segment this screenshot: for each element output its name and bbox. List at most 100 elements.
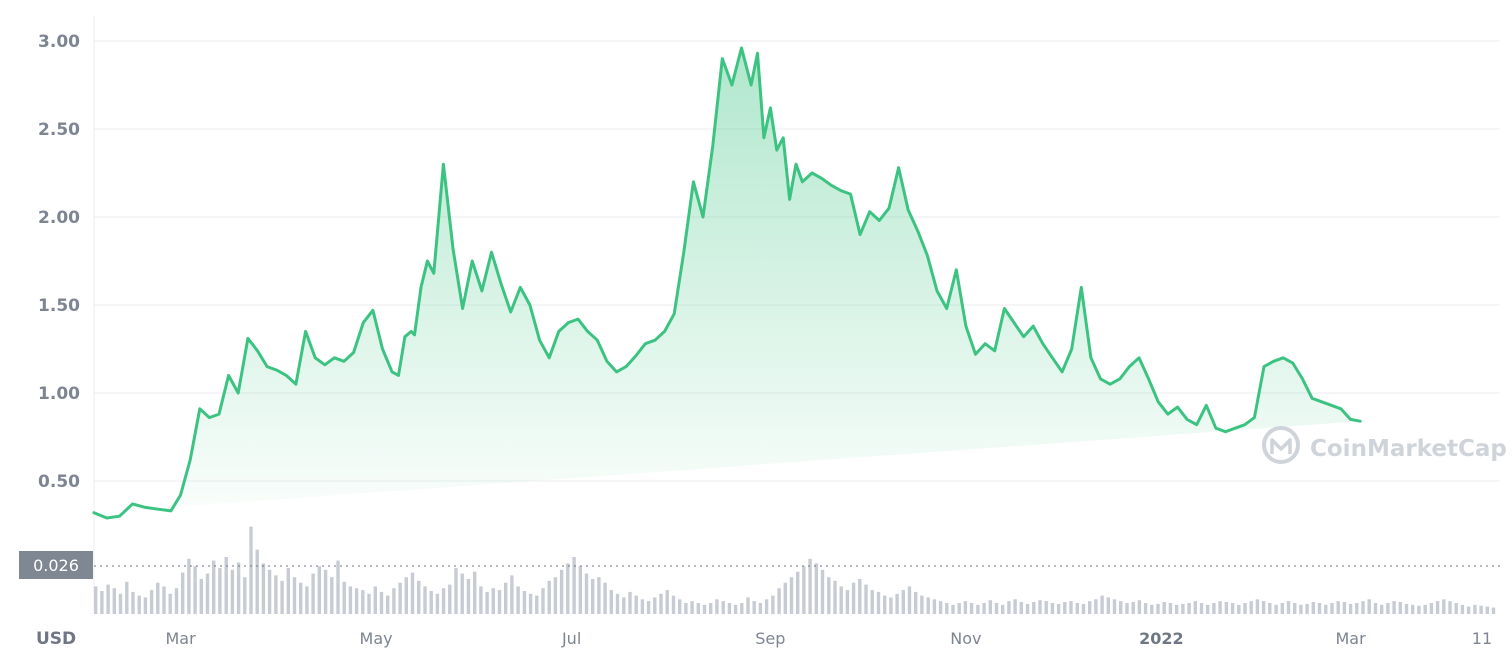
volume-bar [274, 575, 278, 614]
volume-bar [398, 582, 402, 614]
price-line [92, 46, 1362, 520]
volume-bar [715, 599, 719, 614]
volume-bar [1137, 600, 1142, 614]
volume-bar [771, 595, 775, 614]
volume-bar [690, 601, 694, 614]
volume-bar [485, 591, 489, 614]
volume-bar [566, 563, 570, 614]
volume-bar [1050, 603, 1055, 614]
volume-bar [1249, 601, 1253, 614]
volume-bar [1330, 603, 1334, 614]
volume-bar [168, 593, 172, 614]
volume-bar [1224, 602, 1229, 614]
volume-bar [1044, 601, 1048, 614]
volume-bar [392, 588, 396, 614]
current-value-badge: 0.026 [19, 551, 93, 579]
volume-bar [1491, 607, 1496, 614]
volume-bar [1193, 601, 1197, 614]
volume-bar [746, 597, 750, 614]
volume-bar [1404, 603, 1409, 614]
x-axis-labels: Mar May Jul Sep Nov 2022 Mar 11 [165, 629, 1492, 648]
volume-bar [752, 601, 756, 614]
volume-bar [814, 563, 818, 614]
volume-bar [497, 590, 502, 614]
x-tick-label: 2022 [1139, 629, 1184, 648]
volume-bar [963, 601, 968, 614]
volume-bar [323, 569, 328, 614]
volume-bar [1411, 604, 1415, 614]
volume-bar [1348, 603, 1353, 614]
volume-bar [292, 577, 297, 614]
volume-bar [889, 597, 893, 614]
volume-bar [957, 603, 961, 614]
volume-bar [1268, 603, 1272, 614]
watermark: CoinMarketCap [1262, 426, 1507, 464]
volume-bar [758, 603, 763, 614]
volume-bar [783, 582, 787, 614]
volume-bar [1280, 603, 1284, 614]
volume-bar [1398, 602, 1402, 614]
volume-bar [1075, 603, 1079, 614]
volume-bar [249, 526, 253, 614]
volume-bar [473, 571, 477, 614]
volume-bar [684, 603, 688, 614]
volume-bar [1007, 601, 1011, 614]
volume-bar [137, 595, 141, 614]
volume-bar [883, 595, 887, 614]
volume-bar [976, 604, 980, 614]
volume-bar [578, 566, 582, 614]
volume-bar [466, 579, 471, 614]
volume-bar [454, 568, 458, 614]
volume-bar [1212, 603, 1216, 614]
volume-bar [1218, 601, 1222, 614]
watermark-text: CoinMarketCap [1310, 436, 1507, 462]
volume-bar [1460, 604, 1465, 614]
volume-bar [1336, 601, 1340, 614]
volume-bar [205, 573, 210, 614]
volume-bar [609, 590, 613, 614]
volume-bar [1479, 605, 1483, 614]
volume-bar [1168, 603, 1173, 614]
volume-bar [1380, 604, 1384, 614]
volume-bar [1230, 603, 1235, 614]
y-tick-label: 2.50 [38, 120, 80, 140]
volume-bar [305, 586, 309, 614]
volume-bar [448, 584, 452, 614]
volume-bar [851, 582, 856, 614]
coinmarketcap-logo-icon [1262, 426, 1300, 464]
volume-bar [1255, 599, 1260, 614]
volume-bar [479, 586, 483, 614]
volume-bar [1162, 602, 1166, 614]
volume-bar [230, 569, 235, 614]
volume-bar [1243, 603, 1247, 614]
volume-bar [615, 593, 620, 614]
x-tick-label: Mar [165, 629, 196, 648]
volume-bar [429, 591, 433, 614]
volume-bar [1088, 601, 1092, 614]
volume-bar [1156, 603, 1160, 614]
volume-bar [926, 597, 930, 614]
volume-bar [858, 579, 862, 614]
volume-bar [187, 558, 191, 614]
y-axis-labels: 0.50 1.00 1.50 2.00 2.50 3.00 [38, 32, 80, 492]
volume-bar [423, 586, 427, 614]
volume-bar [317, 566, 321, 614]
volume-bar [914, 591, 918, 614]
volume-bar [634, 595, 638, 614]
volume-bar [267, 569, 272, 614]
current-value-text: 0.026 [33, 556, 79, 575]
volume-bar [709, 603, 713, 614]
volume-bar [1466, 606, 1471, 614]
volume-bar [528, 593, 533, 614]
volume-bar [1106, 597, 1110, 614]
volume-bar [100, 591, 104, 614]
volume-bar [547, 580, 551, 614]
volume-bar [1392, 601, 1396, 614]
volume-bar [622, 597, 626, 614]
volume-bar [802, 566, 806, 614]
volume-bar [1094, 599, 1098, 614]
volume-bar [386, 595, 390, 614]
volume-bar [1435, 601, 1440, 614]
volume-bar [721, 601, 725, 614]
volume-bar [1032, 602, 1036, 614]
